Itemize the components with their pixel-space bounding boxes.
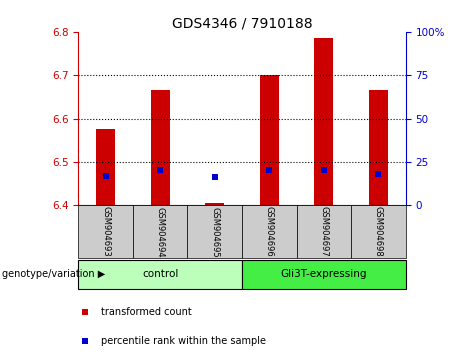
- Bar: [242, 260, 406, 289]
- Text: GSM904696: GSM904696: [265, 206, 274, 257]
- Text: GSM904697: GSM904697: [319, 206, 328, 257]
- Text: GSM904694: GSM904694: [156, 206, 165, 257]
- Bar: [296, 205, 351, 258]
- Bar: [133, 205, 188, 258]
- Bar: [242, 205, 296, 258]
- Text: GSM904698: GSM904698: [374, 206, 383, 257]
- Title: GDS4346 / 7910188: GDS4346 / 7910188: [171, 17, 313, 31]
- Bar: [205, 203, 225, 205]
- Text: Gli3T-expressing: Gli3T-expressing: [281, 269, 367, 279]
- Text: control: control: [142, 269, 178, 279]
- Bar: [351, 205, 406, 258]
- Text: transformed count: transformed count: [101, 307, 192, 317]
- Text: percentile rank within the sample: percentile rank within the sample: [101, 336, 266, 346]
- Bar: [78, 205, 133, 258]
- Bar: [78, 260, 242, 289]
- Bar: [369, 90, 388, 205]
- Bar: [260, 75, 279, 205]
- Text: GSM904693: GSM904693: [101, 206, 110, 257]
- Bar: [188, 205, 242, 258]
- Bar: [96, 130, 115, 205]
- Bar: [151, 90, 170, 205]
- Text: GSM904695: GSM904695: [210, 206, 219, 257]
- Bar: [314, 38, 333, 205]
- Text: genotype/variation ▶: genotype/variation ▶: [2, 269, 106, 279]
